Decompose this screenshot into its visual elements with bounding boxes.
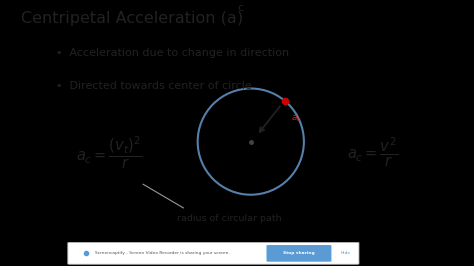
Text: $a_c$: $a_c$ — [291, 113, 302, 123]
Text: •  Directed towards center of circle: • Directed towards center of circle — [56, 81, 252, 91]
Text: •  Acceleration due to change in direction: • Acceleration due to change in directio… — [56, 48, 289, 59]
FancyBboxPatch shape — [266, 245, 331, 262]
Text: Hide: Hide — [340, 251, 350, 255]
Text: radius of circular path: radius of circular path — [177, 214, 282, 223]
Text: Stop sharing: Stop sharing — [283, 251, 315, 255]
Text: Screencaptify - Screen Video Recorder is sharing your screen.: Screencaptify - Screen Video Recorder is… — [95, 251, 229, 255]
Text: Centripetal Acceleration (a: Centripetal Acceleration (a — [21, 11, 237, 26]
FancyBboxPatch shape — [68, 243, 359, 264]
Text: ): ) — [237, 11, 243, 26]
Text: $a_c = \dfrac{(v_t)^2}{r}$: $a_c = \dfrac{(v_t)^2}{r}$ — [76, 134, 143, 171]
Text: c: c — [237, 3, 243, 13]
Text: $a_c = \dfrac{v^2}{r}$: $a_c = \dfrac{v^2}{r}$ — [347, 136, 399, 169]
